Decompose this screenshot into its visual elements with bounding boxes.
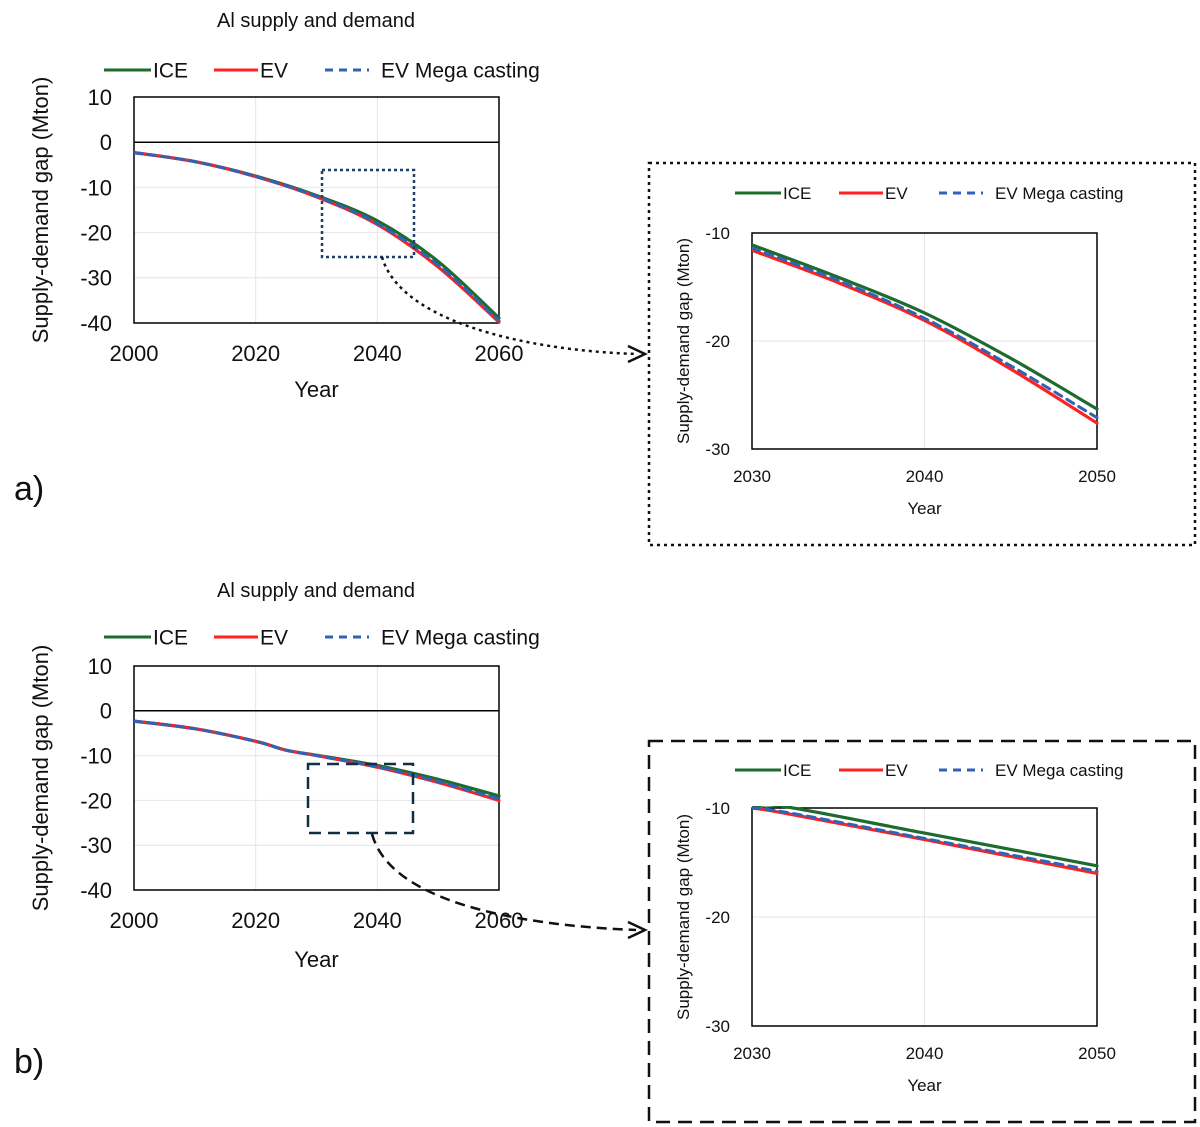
- x-axis-label: Year: [294, 377, 338, 402]
- chart-title: Al supply and demand: [217, 10, 415, 32]
- y-tick-label: -20: [80, 221, 112, 246]
- series-line-mega: [752, 806, 1099, 873]
- series-group: [134, 719, 501, 802]
- series-line-ev: [134, 719, 501, 802]
- chart-legend: ICE EV EV Mega casting: [104, 627, 540, 650]
- x-tick-label: 2040: [353, 341, 402, 366]
- legend-label-mega: EV Mega casting: [995, 184, 1124, 203]
- y-axis-label: Supply-demand gap (Mton): [674, 814, 693, 1020]
- y-axis-label: Supply-demand gap (Mton): [674, 238, 693, 444]
- y-tick-label: -10: [80, 744, 112, 769]
- zoom-arrowhead-a: [627, 344, 648, 364]
- y-tick-label: 10: [88, 654, 112, 679]
- tick-labels: 2030 2040 2050 -10 -20 -30: [705, 799, 1115, 1063]
- plot-frame: [133, 96, 500, 324]
- chart-a-zoom: ICE EV EV Mega casting 2030 2040 2050 -10 -20 -3…: [674, 184, 1124, 518]
- x-tick-label: 2040: [353, 908, 402, 933]
- series-line-mega: [134, 151, 501, 323]
- x-axis-label: Year: [907, 499, 942, 518]
- legend-label-ice: ICE: [783, 761, 811, 780]
- y-tick-label: -10: [705, 224, 730, 243]
- x-axis-label: Year: [907, 1076, 942, 1095]
- chart-grid: [133, 96, 500, 324]
- series-line-mega: [752, 246, 1099, 420]
- legend-label-ice: ICE: [153, 627, 188, 650]
- legend-label-ev: EV: [260, 627, 288, 650]
- x-tick-label: 2030: [733, 1044, 771, 1063]
- y-tick-label: -30: [705, 1017, 730, 1036]
- y-tick-label: -10: [80, 175, 112, 200]
- series-line-mega: [134, 719, 501, 801]
- x-tick-label: 2020: [231, 341, 280, 366]
- zoom-selection-b: [306, 762, 415, 835]
- y-tick-label: -30: [80, 833, 112, 858]
- legend-label-ev: EV: [885, 184, 908, 203]
- y-tick-label: -20: [80, 788, 112, 813]
- chart-b-main: Al supply and demand ICE EV EV Mega casting…: [28, 580, 540, 972]
- y-tick-label: -20: [705, 908, 730, 927]
- series-group: [752, 243, 1099, 425]
- zoom-frame-b: [647, 739, 1197, 1124]
- x-tick-label: 2000: [110, 341, 159, 366]
- plot-frame: [133, 665, 500, 891]
- y-tick-label: 0: [100, 699, 112, 724]
- chart-grid: [133, 665, 500, 891]
- zoom-selection-a: [320, 168, 416, 259]
- chart-legend: ICE EV EV Mega casting: [735, 761, 1124, 780]
- x-tick-label: 2050: [1078, 1044, 1116, 1063]
- y-tick-label: -40: [80, 311, 112, 336]
- y-tick-label: 0: [100, 130, 112, 155]
- plot-frame: [751, 232, 1098, 450]
- y-tick-label: 10: [88, 85, 112, 110]
- series-line-ice: [752, 243, 1099, 411]
- series-line-ice: [134, 151, 501, 320]
- legend-label-ev: EV: [260, 60, 288, 83]
- series-line-ev: [752, 248, 1099, 425]
- chart-legend: ICE EV EV Mega casting: [735, 184, 1124, 203]
- y-axis-label: Supply-demand gap (Mton): [28, 645, 53, 912]
- tick-labels: 2000 2020 2040 2060 10 0 -10 -20 -30 -40: [80, 654, 523, 933]
- chart-a-main: Al supply and demand ICE EV EV Mega casting…: [28, 10, 540, 402]
- y-tick-label: -20: [705, 332, 730, 351]
- zoom-arrowhead-b: [627, 920, 648, 940]
- y-tick-label: -40: [80, 878, 112, 903]
- x-tick-label: 2060: [475, 341, 524, 366]
- panel-label-a: a): [14, 470, 44, 508]
- x-tick-label: 2000: [110, 908, 159, 933]
- series-line-ev: [134, 151, 501, 324]
- x-tick-label: 2030: [733, 467, 771, 486]
- legend-label-ice: ICE: [783, 184, 811, 203]
- zoom-connector-b: [370, 833, 637, 932]
- series-line-ice: [752, 806, 1099, 868]
- y-tick-label: -30: [80, 266, 112, 291]
- x-axis-label: Year: [294, 947, 338, 972]
- x-tick-label: 2040: [906, 467, 944, 486]
- x-tick-label: 2040: [906, 1044, 944, 1063]
- y-tick-label: -10: [705, 799, 730, 818]
- series-group: [752, 806, 1099, 875]
- legend-label-mega: EV Mega casting: [381, 627, 540, 650]
- x-tick-label: 2050: [1078, 467, 1116, 486]
- tick-labels: 2030 2040 2050 -10 -20 -30: [705, 224, 1115, 486]
- legend-label-ev: EV: [885, 761, 908, 780]
- zoom-frame-a: [647, 161, 1197, 547]
- legend-label-ice: ICE: [153, 60, 188, 83]
- series-group: [134, 151, 501, 324]
- x-tick-label: 2060: [475, 908, 524, 933]
- y-axis-label: Supply-demand gap (Mton): [28, 77, 53, 344]
- y-tick-label: -30: [705, 440, 730, 459]
- plot-frame: [751, 807, 1098, 1027]
- legend-label-mega: EV Mega casting: [381, 60, 540, 83]
- chart-legend: ICE EV EV Mega casting: [104, 60, 540, 83]
- legend-label-mega: EV Mega casting: [995, 761, 1124, 780]
- panel-label-b: b): [14, 1043, 44, 1081]
- tick-labels: 2000 2020 2040 2060 10 0 -10 -20 -30 -40: [80, 85, 523, 366]
- chart-title: Al supply and demand: [217, 580, 415, 602]
- x-tick-label: 2020: [231, 908, 280, 933]
- chart-b-zoom: ICE EV EV Mega casting 2030 2040 2050 -10 -20 -3…: [674, 761, 1124, 1095]
- zoom-connector-a: [380, 256, 637, 356]
